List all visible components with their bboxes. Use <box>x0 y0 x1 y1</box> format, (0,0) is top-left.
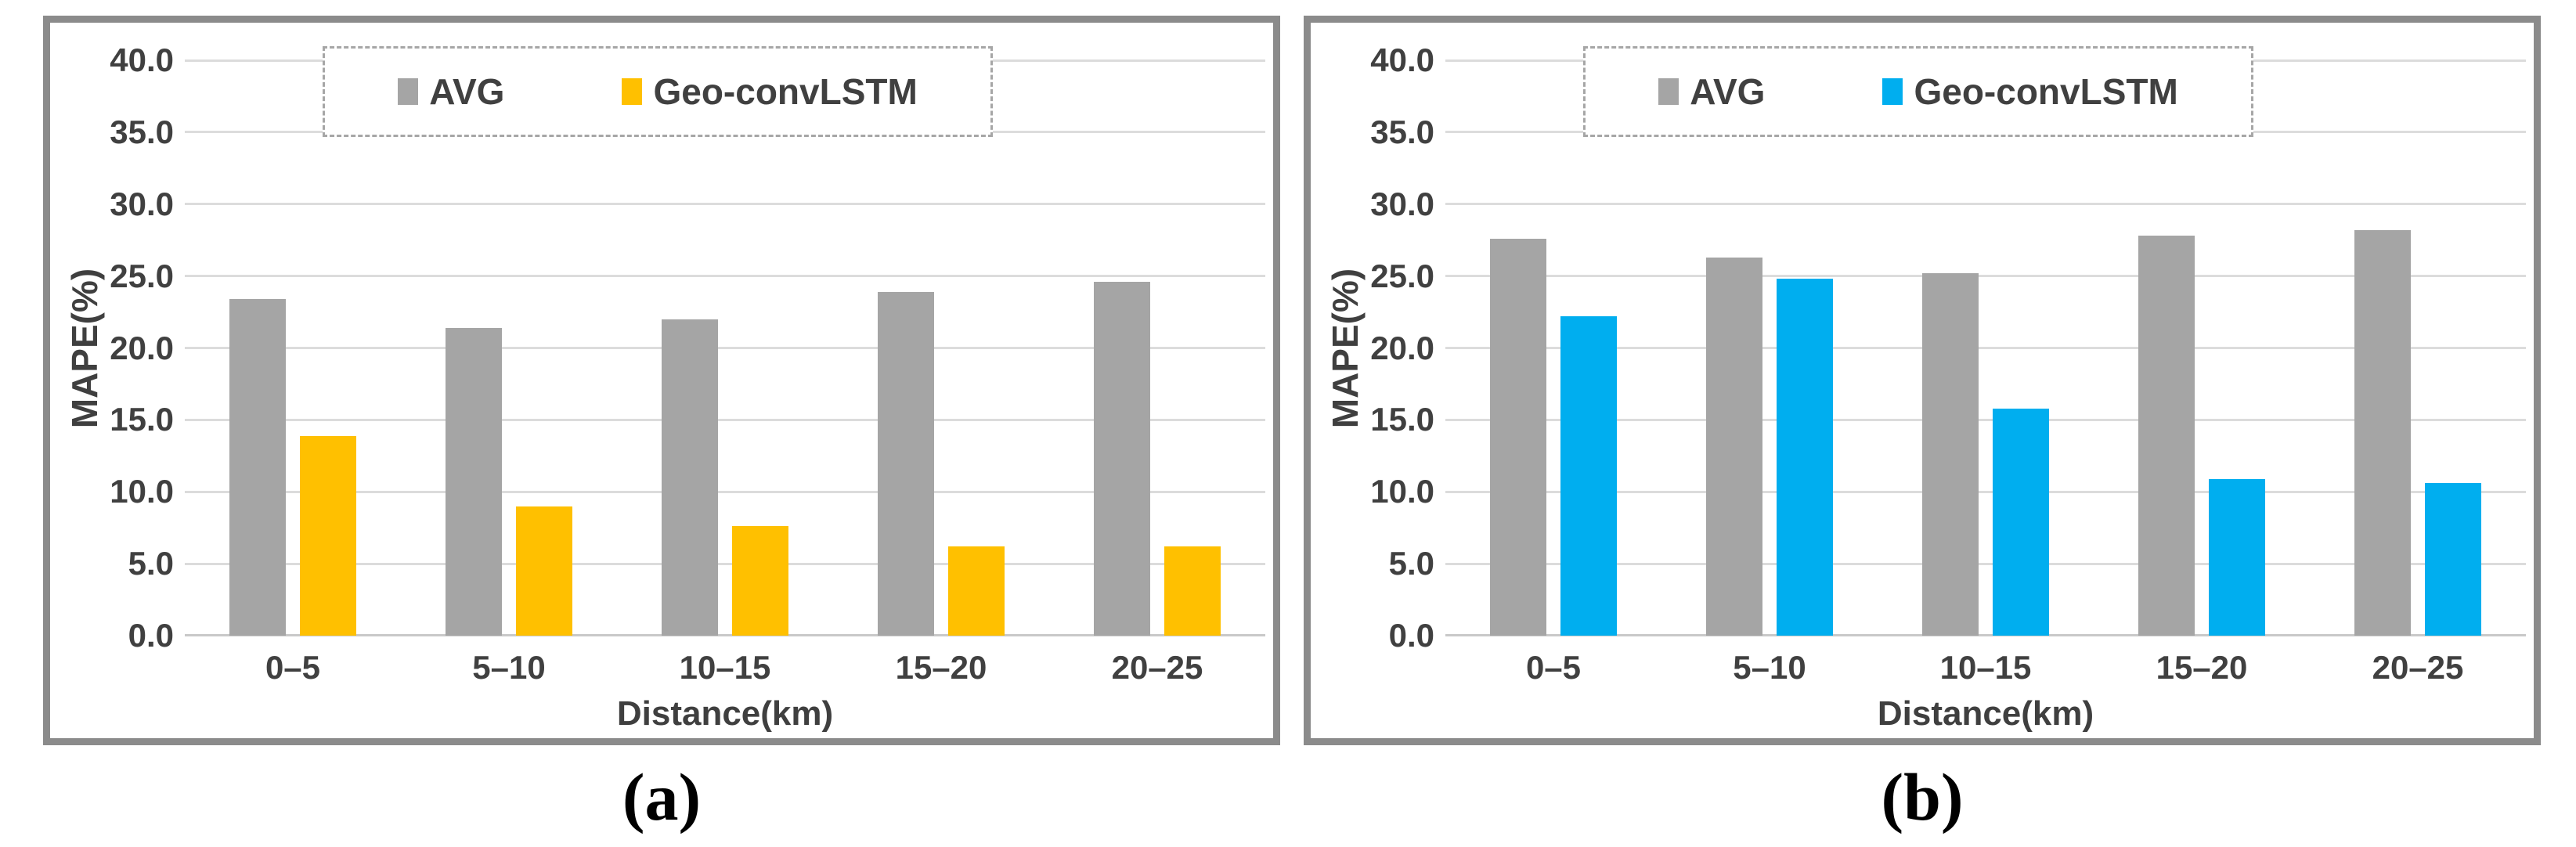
x-tick-label: 15–20 <box>2156 649 2248 686</box>
legend-marker-icon <box>1882 78 1903 105</box>
y-axis: 40.0 35.0 30.0 25.0 20.0 15.0 10.0 5.0 0.0 <box>1311 44 1434 652</box>
x-axis-line <box>1445 634 2526 636</box>
y-tick-label: 20.0 <box>110 329 174 366</box>
x-tick-label: 20–25 <box>2372 649 2464 686</box>
bar-geo-convlstm-20–25 <box>2425 483 2481 636</box>
gridline <box>185 275 1265 278</box>
bar-avg-15–20 <box>878 291 934 636</box>
y-tick-label: 10.0 <box>110 473 174 510</box>
legend-label: Geo-convLSTM <box>653 71 918 112</box>
gridline <box>185 347 1265 349</box>
x-tick-label: 20–25 <box>1111 649 1203 686</box>
bar-avg-20–25 <box>2354 229 2411 636</box>
plot-area <box>185 59 1265 636</box>
legend-entry-avg: AVG <box>398 70 504 113</box>
gridline <box>185 418 1265 421</box>
legend-entry-avg: AVG <box>1658 70 1765 113</box>
legend-label: AVG <box>429 71 505 112</box>
legend-marker-icon <box>398 78 419 105</box>
legend: AVG Geo-convLSTM <box>1583 46 2253 137</box>
y-tick-label: 35.0 <box>110 113 174 150</box>
gridline <box>185 490 1265 493</box>
legend-entry-geo-convlstm: Geo-convLSTM <box>622 70 918 113</box>
bar-geo-convlstm-20–25 <box>1164 546 1221 636</box>
y-tick-label: 5.0 <box>128 545 174 582</box>
bar-geo-convlstm-0–5 <box>300 435 356 636</box>
legend-label: Geo-convLSTM <box>1914 71 2178 112</box>
caption-b: (b) <box>1881 759 1964 834</box>
bar-geo-convlstm-0–5 <box>1560 316 1617 636</box>
gridline <box>1445 275 2526 278</box>
x-tick-label: 5–10 <box>1733 649 1806 686</box>
bar-avg-20–25 <box>1094 281 1150 636</box>
x-axis-title: Distance(km) <box>616 694 834 733</box>
y-tick-label: 30.0 <box>110 185 174 222</box>
legend-marker-icon <box>622 78 643 105</box>
y-tick-label: 30.0 <box>1370 185 1434 222</box>
bar-avg-15–20 <box>2138 236 2195 636</box>
gridline <box>1445 418 2526 421</box>
bar-avg-0–5 <box>229 299 286 636</box>
chart-panel-a: MAPE(%) 40.0 35.0 30.0 25.0 20.0 15.0 10.0 5.0 0… <box>43 16 1280 745</box>
bar-geo-convlstm-15–20 <box>2209 478 2265 636</box>
gridline <box>1445 490 2526 493</box>
bar-avg-0–5 <box>1490 238 1546 636</box>
y-tick-label: 10.0 <box>1370 473 1434 510</box>
y-tick-label: 25.0 <box>110 257 174 294</box>
y-tick-label: 20.0 <box>1370 329 1434 366</box>
y-tick-label: 15.0 <box>1370 401 1434 438</box>
bar-geo-convlstm-15–20 <box>948 546 1005 636</box>
gridline <box>1445 347 2526 349</box>
x-axis: 0–5 5–10 10–15 15–20 20–25 <box>1445 649 2526 696</box>
bar-avg-10–15 <box>662 319 718 636</box>
chart-panel-b: MAPE(%) 40.0 35.0 30.0 25.0 20.0 15.0 10.0 5.0 0… <box>1304 16 2541 745</box>
legend-label: AVG <box>1690 71 1766 112</box>
bar-geo-convlstm-10–15 <box>1993 408 2049 636</box>
y-tick-label: 5.0 <box>1388 545 1434 582</box>
y-tick-label: 25.0 <box>1370 257 1434 294</box>
y-tick-label: 0.0 <box>1388 617 1434 654</box>
y-axis: 40.0 35.0 30.0 25.0 20.0 15.0 10.0 5.0 0.0 <box>50 44 174 652</box>
bar-geo-convlstm-10–15 <box>732 526 788 636</box>
gridline <box>185 562 1265 565</box>
gridline <box>1445 562 2526 565</box>
y-tick-label: 15.0 <box>110 401 174 438</box>
x-tick-label: 0–5 <box>1525 649 1582 686</box>
y-tick-label: 40.0 <box>110 41 174 78</box>
legend-marker-icon <box>1658 78 1679 105</box>
x-tick-label: 10–15 <box>1939 649 2032 686</box>
x-tick-label: 15–20 <box>895 649 987 686</box>
bar-avg-10–15 <box>1922 272 1979 636</box>
legend-entry-geo-convlstm: Geo-convLSTM <box>1882 70 2178 113</box>
gridline <box>185 203 1265 206</box>
gridline <box>1445 203 2526 206</box>
bar-geo-convlstm-5–10 <box>1777 279 1833 636</box>
plot-area <box>1445 59 2526 636</box>
x-axis-title: Distance(km) <box>1877 694 2094 733</box>
bar-avg-5–10 <box>1706 257 1762 636</box>
x-axis-line <box>185 634 1265 636</box>
bar-avg-5–10 <box>446 327 502 636</box>
y-tick-label: 35.0 <box>1370 113 1434 150</box>
x-tick-label: 5–10 <box>472 649 546 686</box>
x-axis: 0–5 5–10 10–15 15–20 20–25 <box>185 649 1265 696</box>
legend: AVG Geo-convLSTM <box>323 46 993 137</box>
x-tick-label: 10–15 <box>679 649 771 686</box>
x-tick-label: 0–5 <box>265 649 321 686</box>
caption-a: (a) <box>622 759 702 834</box>
bar-geo-convlstm-5–10 <box>516 506 572 636</box>
y-tick-label: 40.0 <box>1370 41 1434 78</box>
y-tick-label: 0.0 <box>128 617 174 654</box>
